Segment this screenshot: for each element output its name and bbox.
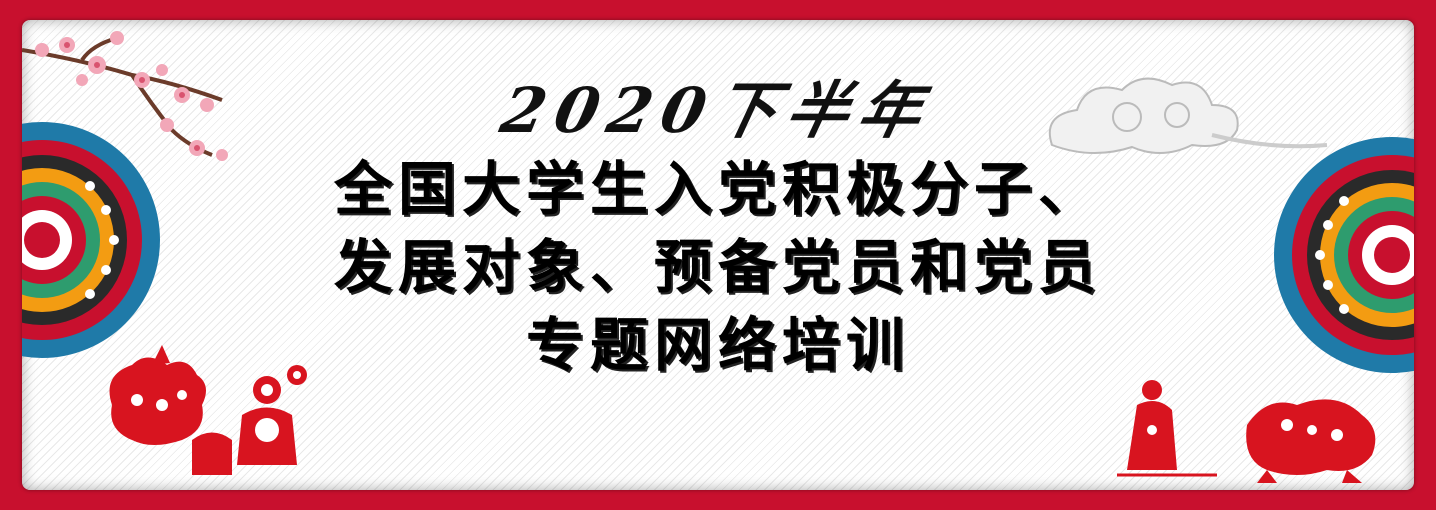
banner-title-line: 全国大学生入党积极分子、	[333, 155, 1102, 223]
banner-title: 全国大学生入党积极分子、 发展对象、预备党员和党员 专题网络培训	[182, 150, 1254, 384]
mandala-flower-icon	[1274, 137, 1414, 373]
banner-title-line: 发展对象、预备党员和党员	[333, 233, 1102, 301]
banner-subtitle: 2020下半年	[494, 74, 939, 147]
plum-blossom-branch-icon	[22, 31, 228, 161]
paper-cut-rooster-children-icon	[109, 345, 307, 475]
banner: 2020下半年 全国大学生入党积极分子、 发展对象、预备党员和党员 专题网络培训	[22, 20, 1414, 490]
banner-title-line: 专题网络培训	[525, 311, 910, 379]
auspicious-cloud-icon	[1048, 77, 1328, 155]
paper-cut-lion-dance-icon	[1117, 380, 1376, 483]
mandala-flower-icon	[22, 122, 160, 358]
